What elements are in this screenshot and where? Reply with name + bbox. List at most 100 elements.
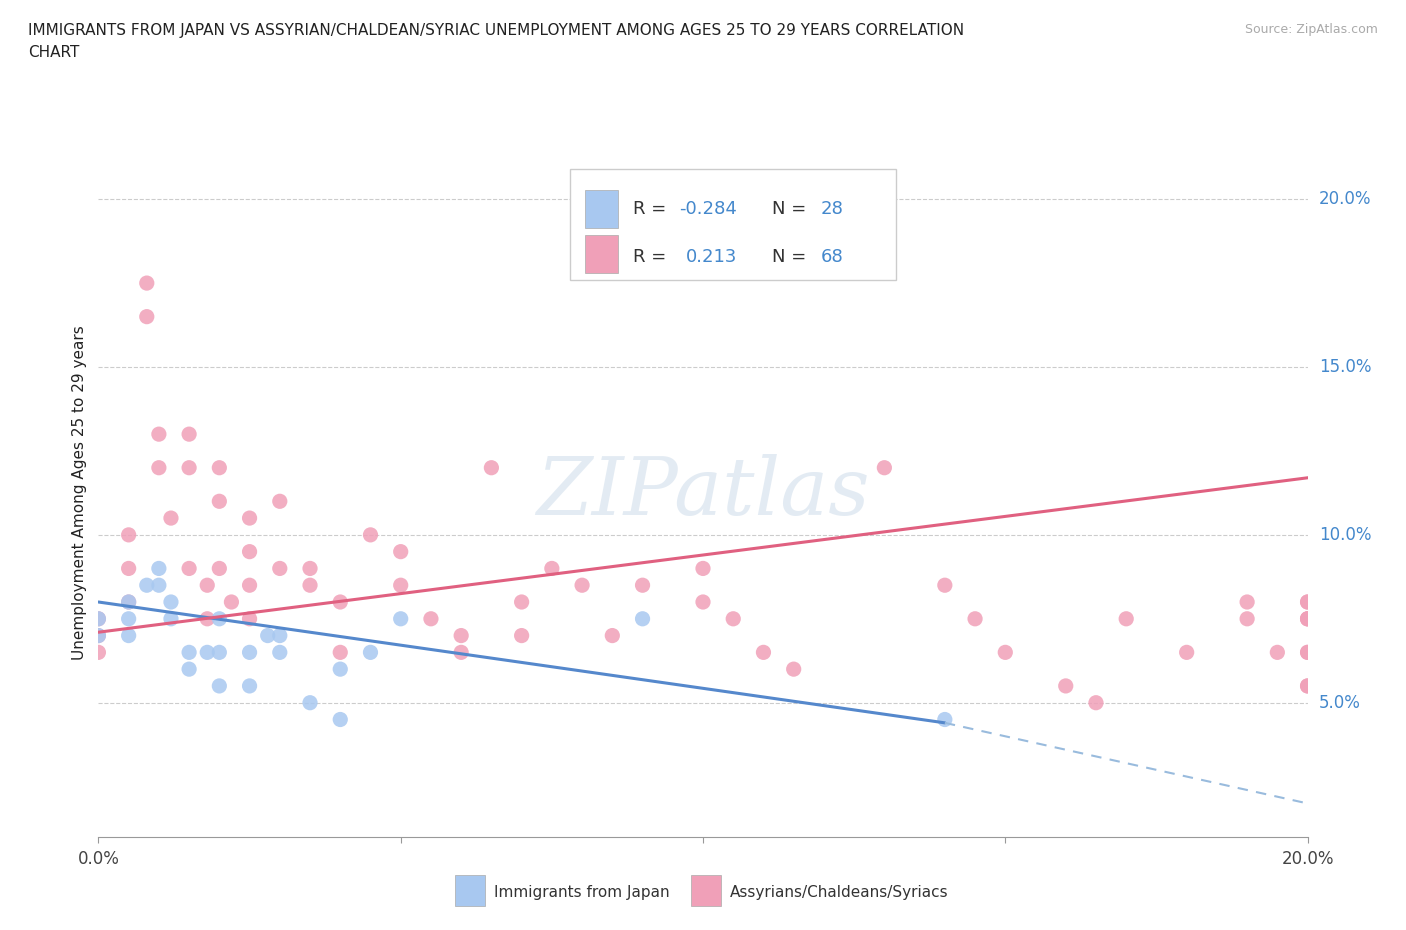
Point — [692, 561, 714, 576]
Text: 10.0%: 10.0% — [1319, 525, 1371, 544]
Point — [208, 644, 231, 659]
Point — [1236, 611, 1258, 626]
Point — [118, 594, 141, 609]
Point — [118, 611, 141, 626]
FancyBboxPatch shape — [585, 235, 619, 272]
Text: Source: ZipAtlas.com: Source: ZipAtlas.com — [1244, 23, 1378, 36]
Point — [208, 561, 231, 576]
Point — [1115, 611, 1137, 626]
Point — [1085, 696, 1108, 711]
Text: R =: R = — [633, 200, 672, 219]
FancyBboxPatch shape — [690, 875, 721, 906]
Text: Immigrants from Japan: Immigrants from Japan — [494, 884, 669, 899]
Point — [239, 511, 262, 525]
Point — [299, 578, 322, 592]
Point — [160, 511, 183, 525]
Point — [177, 644, 201, 659]
Point — [135, 578, 157, 592]
Point — [1296, 611, 1319, 626]
Text: -0.284: -0.284 — [679, 200, 737, 219]
Point — [208, 679, 231, 694]
FancyBboxPatch shape — [585, 190, 619, 228]
Point — [221, 594, 243, 609]
Point — [148, 427, 170, 442]
Text: Assyrians/Chaldeans/Syriacs: Assyrians/Chaldeans/Syriacs — [730, 884, 948, 899]
Point — [721, 611, 744, 626]
Point — [208, 611, 231, 626]
Point — [450, 644, 472, 659]
Point — [239, 544, 262, 559]
Point — [299, 561, 322, 576]
Point — [177, 561, 201, 576]
Point — [329, 594, 352, 609]
Point — [148, 561, 170, 576]
Point — [269, 628, 291, 643]
Point — [160, 594, 183, 609]
Point — [160, 611, 183, 626]
Point — [389, 578, 412, 592]
Point — [1296, 611, 1319, 626]
Point — [419, 611, 441, 626]
Point — [87, 628, 110, 643]
Text: 28: 28 — [820, 200, 844, 219]
Point — [195, 611, 218, 626]
Point — [87, 628, 110, 643]
Point — [934, 712, 956, 727]
Point — [135, 309, 157, 324]
FancyBboxPatch shape — [569, 169, 897, 280]
Point — [692, 594, 714, 609]
Point — [118, 527, 141, 542]
Point — [1296, 611, 1319, 626]
Point — [389, 544, 412, 559]
Point — [994, 644, 1017, 659]
Point — [239, 611, 262, 626]
Point — [934, 578, 956, 592]
Point — [965, 611, 987, 626]
Point — [1236, 594, 1258, 609]
Point — [239, 644, 262, 659]
Point — [1296, 644, 1319, 659]
Point — [208, 460, 231, 475]
Point — [510, 594, 533, 609]
Point — [329, 662, 352, 677]
Text: N =: N = — [772, 248, 811, 266]
Text: 15.0%: 15.0% — [1319, 358, 1371, 376]
Point — [118, 561, 141, 576]
Point — [782, 662, 804, 677]
Point — [177, 662, 201, 677]
Text: 20.0%: 20.0% — [1319, 190, 1371, 208]
Point — [87, 611, 110, 626]
Text: CHART: CHART — [28, 45, 80, 60]
Point — [360, 527, 382, 542]
Point — [299, 696, 322, 711]
Point — [1054, 679, 1077, 694]
Y-axis label: Unemployment Among Ages 25 to 29 years: Unemployment Among Ages 25 to 29 years — [72, 326, 87, 660]
Point — [1296, 644, 1319, 659]
Point — [329, 644, 352, 659]
Text: R =: R = — [633, 248, 672, 266]
Point — [389, 611, 412, 626]
Text: IMMIGRANTS FROM JAPAN VS ASSYRIAN/CHALDEAN/SYRIAC UNEMPLOYMENT AMONG AGES 25 TO : IMMIGRANTS FROM JAPAN VS ASSYRIAN/CHALDE… — [28, 23, 965, 38]
Text: N =: N = — [772, 200, 811, 219]
Point — [195, 578, 218, 592]
Text: 0.213: 0.213 — [686, 248, 737, 266]
Point — [602, 628, 624, 643]
Point — [1296, 594, 1319, 609]
Point — [571, 578, 593, 592]
Point — [195, 644, 218, 659]
Point — [148, 578, 170, 592]
Point — [631, 611, 654, 626]
Point — [329, 712, 352, 727]
Point — [256, 628, 278, 643]
Text: ZIPatlas: ZIPatlas — [536, 454, 870, 532]
Point — [239, 578, 262, 592]
Point — [148, 460, 170, 475]
Point — [1296, 594, 1319, 609]
Point — [177, 460, 201, 475]
FancyBboxPatch shape — [456, 875, 485, 906]
Text: 5.0%: 5.0% — [1319, 694, 1361, 711]
Point — [269, 494, 291, 509]
Point — [1296, 679, 1319, 694]
Point — [1265, 644, 1288, 659]
Point — [1175, 644, 1198, 659]
